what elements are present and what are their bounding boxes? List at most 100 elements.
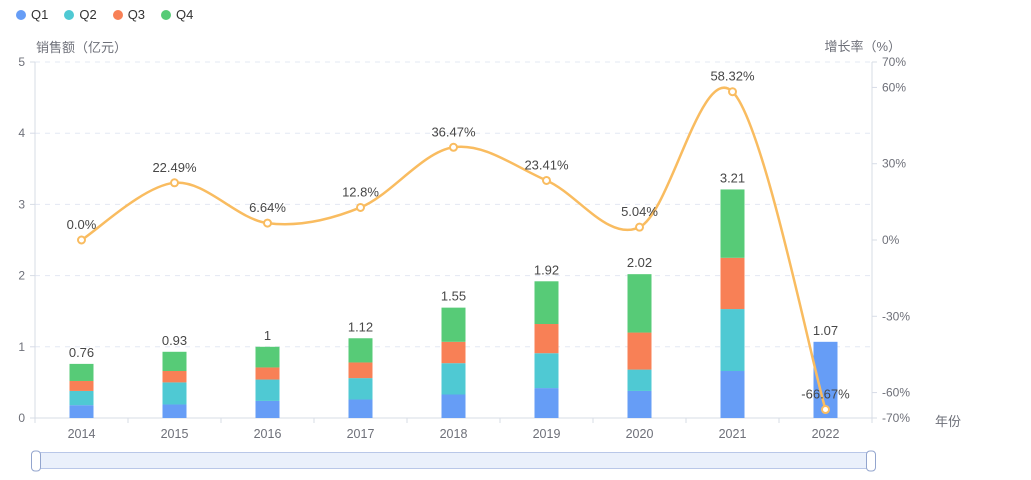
bar-q3-2018[interactable] [441, 341, 466, 364]
bar-total-label-2015: 0.93 [162, 333, 187, 348]
bar-q4-2019[interactable] [534, 281, 559, 325]
bar-q3-2021[interactable] [720, 257, 745, 310]
legend: Q1 Q2 Q3 Q4 [16, 7, 193, 22]
x-axis-label-2016: 2016 [254, 427, 282, 441]
bar-q4-2020[interactable] [627, 274, 652, 333]
legend-label: Q3 [127, 7, 146, 22]
growth-label-2022: -66.67% [801, 387, 850, 402]
bar-q1-2019[interactable] [534, 388, 559, 418]
left-axis-tick-label: 1 [18, 340, 25, 354]
growth-point-2020[interactable] [635, 222, 644, 232]
x-axis-title: 年份 [935, 414, 962, 429]
bar-q2-2016[interactable] [255, 379, 280, 401]
bar-q2-2017[interactable] [348, 378, 373, 400]
datazoom-handle-right[interactable] [866, 450, 876, 471]
bar-q2-2018[interactable] [441, 363, 466, 395]
right-axis-tick-label: -70% [882, 411, 910, 425]
bar-q3-2017[interactable] [348, 362, 373, 379]
legend-marker-q1 [16, 9, 26, 20]
legend-item-q4[interactable]: Q4 [161, 7, 193, 22]
x-axis-label-2019: 2019 [533, 427, 561, 441]
x-axis-label-2021: 2021 [719, 427, 747, 441]
bar-q1-2016[interactable] [255, 400, 280, 418]
bar-q1-2017[interactable] [348, 399, 373, 418]
left-axis-tick-label: 4 [18, 126, 25, 140]
growth-label-2018: 36.47% [431, 124, 476, 139]
right-axis-tick-label: 60% [882, 80, 906, 94]
legend-item-q1[interactable]: Q1 [16, 7, 48, 22]
right-axis-tick-label: -60% [882, 386, 910, 400]
bar-q4-2016[interactable] [255, 346, 280, 368]
bar-q4-2018[interactable] [441, 307, 466, 342]
growth-point-2015[interactable] [170, 178, 179, 188]
x-axis-label-2014: 2014 [68, 427, 96, 441]
bar-total-label-2020: 2.02 [627, 255, 652, 270]
legend-label: Q2 [79, 7, 97, 22]
bar-q4-2021[interactable] [720, 189, 745, 258]
bar-total-label-2018: 1.55 [441, 289, 466, 304]
growth-label-2014: 0.0% [67, 217, 97, 232]
right-axis-title: 增长率（%） [824, 39, 901, 54]
legend-item-q3[interactable]: Q3 [112, 7, 146, 22]
bar-q2-2021[interactable] [720, 309, 745, 372]
x-axis-label-2018: 2018 [440, 427, 468, 441]
bar-q2-2020[interactable] [627, 369, 652, 391]
bar-q4-2017[interactable] [348, 338, 373, 363]
growth-point-2016[interactable] [263, 218, 272, 228]
x-axis-label-2017: 2017 [347, 427, 375, 441]
growth-label-2020: 5.04% [621, 204, 658, 219]
growth-label-2019: 23.41% [524, 157, 569, 172]
bar-q1-2015[interactable] [162, 404, 187, 418]
bar-q3-2020[interactable] [627, 332, 652, 370]
growth-point-2014[interactable] [77, 235, 86, 245]
bar-q1-2021[interactable] [720, 371, 745, 418]
bar-total-label-2019: 1.92 [534, 262, 559, 277]
growth-point-2022[interactable] [821, 405, 830, 415]
x-axis-label-2020: 2020 [626, 427, 654, 441]
right-axis-tick-label: 0% [882, 233, 900, 247]
bar-q2-2014[interactable] [69, 390, 94, 406]
bar-total-label-2022: 1.07 [813, 323, 838, 338]
left-axis-title: 销售额（亿元） [36, 40, 128, 55]
right-axis-tick-label: 30% [882, 157, 906, 171]
growth-label-2017: 12.8% [342, 184, 379, 199]
bar-q1-2014[interactable] [69, 405, 94, 418]
bar-q1-2020[interactable] [627, 390, 652, 418]
x-axis-label-2015: 2015 [161, 427, 189, 441]
bar-q1-2018[interactable] [441, 394, 466, 418]
bar-q3-2015[interactable] [162, 371, 187, 383]
bar-q4-2015[interactable] [162, 351, 187, 372]
bar-total-label-2021: 3.21 [720, 170, 745, 185]
right-axis-tick-label: 70% [882, 55, 906, 69]
growth-point-2018[interactable] [449, 142, 458, 152]
legend-label: Q4 [176, 7, 194, 22]
growth-point-2019[interactable] [542, 175, 551, 185]
growth-point-2017[interactable] [356, 202, 365, 212]
growth-label-2021: 58.32% [710, 69, 755, 84]
bar-q2-2019[interactable] [534, 353, 559, 389]
legend-marker-q4 [161, 9, 172, 20]
left-axis-tick-label: 2 [18, 269, 25, 283]
bar-q2-2015[interactable] [162, 382, 187, 405]
legend-label: Q1 [31, 7, 49, 22]
right-axis-tick-label: -30% [882, 309, 910, 323]
bar-q3-2019[interactable] [534, 324, 559, 354]
bar-total-label-2014: 0.76 [69, 345, 94, 360]
bar-q4-2014[interactable] [69, 363, 94, 381]
x-axis-label-2022: 2022 [812, 427, 840, 441]
bar-total-label-2016: 1 [264, 328, 271, 343]
growth-label-2015: 22.49% [152, 160, 197, 175]
legend-marker-q2 [64, 9, 75, 20]
left-axis-tick-label: 3 [18, 197, 25, 211]
bar-q3-2014[interactable] [69, 380, 94, 391]
legend-marker-q3 [112, 9, 123, 20]
bar-q3-2016[interactable] [255, 367, 280, 380]
legend-item-q2[interactable]: Q2 [64, 7, 97, 22]
datazoom-handle-left[interactable] [31, 450, 41, 471]
datazoom-slider[interactable] [31, 450, 876, 471]
bar-total-label-2017: 1.12 [348, 319, 373, 334]
growth-point-2021[interactable] [728, 87, 737, 97]
left-axis-tick-label: 5 [18, 55, 25, 69]
